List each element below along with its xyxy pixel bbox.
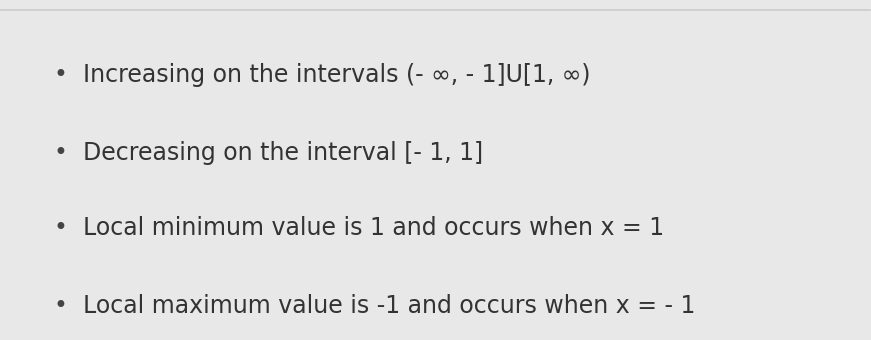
Text: •: •	[54, 216, 68, 240]
Text: Local minimum value is 1 and occurs when x = 1: Local minimum value is 1 and occurs when…	[83, 216, 664, 240]
Text: •: •	[54, 63, 68, 87]
Text: •: •	[54, 294, 68, 318]
Text: Decreasing on the interval [- 1, 1]: Decreasing on the interval [- 1, 1]	[83, 141, 483, 165]
Text: Increasing on the intervals (- ∞, - 1]U[1, ∞): Increasing on the intervals (- ∞, - 1]U[…	[83, 63, 591, 87]
Text: Local maximum value is -1 and occurs when x = - 1: Local maximum value is -1 and occurs whe…	[83, 294, 695, 318]
Text: •: •	[54, 141, 68, 165]
